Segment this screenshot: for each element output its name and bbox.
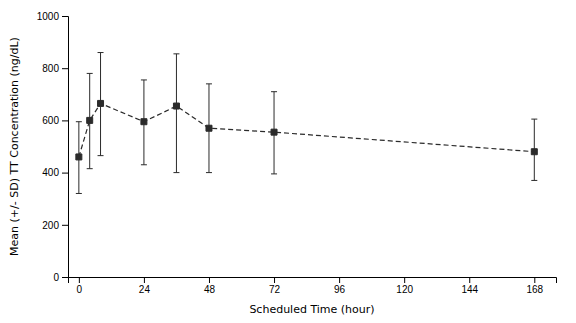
y-axis: 0 200 400 600 800 1000: [37, 11, 69, 283]
tick-mark: [144, 277, 145, 283]
x-axis: 0 24 48 72 96 120 144 168: [69, 277, 557, 295]
tick-label: 72: [269, 284, 281, 295]
tick-mark: [62, 16, 68, 17]
tick-mark: [274, 277, 275, 283]
tick-label: 800: [42, 63, 59, 74]
tick-mark: [62, 68, 68, 69]
point: [87, 117, 93, 123]
axis-line: [69, 278, 557, 284]
tick: 24: [139, 277, 151, 295]
tick-label: 48: [204, 284, 216, 295]
line: [79, 103, 534, 157]
tick: 1000: [37, 11, 68, 22]
series: [76, 53, 537, 194]
tick-label: 400: [42, 167, 59, 178]
tick-label: 200: [42, 220, 59, 231]
point: [173, 103, 179, 109]
tick-label: 1000: [37, 11, 60, 22]
tick-mark: [62, 225, 68, 226]
tick-label: 600: [42, 115, 59, 126]
tick: 600: [42, 115, 68, 126]
tick: 400: [42, 167, 68, 178]
point: [531, 149, 537, 155]
error-bar: [98, 53, 104, 156]
marks: [76, 53, 537, 194]
tick-mark: [79, 277, 80, 283]
tick-label: 96: [334, 284, 346, 295]
error-bar: [76, 122, 82, 194]
tick: 0: [53, 272, 68, 283]
tick-mark: [469, 277, 470, 283]
tick: 48: [204, 277, 216, 295]
tick: 96: [334, 277, 346, 295]
tick-mark: [62, 277, 68, 278]
error-bar: [206, 84, 212, 173]
error-bar: [87, 73, 93, 168]
tick: 144: [461, 277, 478, 295]
error-bar: [141, 80, 147, 165]
tick: 0: [77, 277, 83, 295]
point: [98, 100, 104, 106]
tick: 200: [42, 220, 68, 231]
tick-mark: [404, 277, 405, 283]
x-axis-title: Scheduled Time (hour): [249, 303, 374, 316]
y-axis-title: Mean (+/- SD) TT Concentration (ng/dL): [8, 37, 21, 256]
tick-mark: [339, 277, 340, 283]
point: [76, 154, 82, 160]
tick-mark: [209, 277, 210, 283]
tick-label: 144: [461, 284, 478, 295]
tick-label: 0: [53, 272, 59, 283]
error-bar: [271, 92, 277, 174]
tick: 120: [396, 277, 413, 295]
tick-mark: [534, 277, 535, 283]
chart: 0 24 48 72 96 120 144 168 0 200 400 600 800 1000 Sched…: [0, 0, 576, 323]
point: [141, 119, 147, 125]
point: [271, 129, 277, 135]
tick-label: 24: [139, 284, 151, 295]
tick-mark: [62, 120, 68, 121]
tick-mark: [62, 173, 68, 174]
error-bar: [173, 54, 179, 173]
error-bar: [531, 119, 537, 180]
tick: 800: [42, 63, 68, 74]
axis-line: [62, 17, 69, 278]
tick: 72: [269, 277, 281, 295]
tick-label: 168: [526, 284, 543, 295]
tick: 168: [526, 277, 543, 295]
point: [206, 125, 212, 131]
tick-label: 0: [77, 284, 83, 295]
plot-area: 0 24 48 72 96 120 144 168 0 200 400 600 800 1000 Sched…: [8, 11, 557, 316]
tick-label: 120: [396, 284, 413, 295]
